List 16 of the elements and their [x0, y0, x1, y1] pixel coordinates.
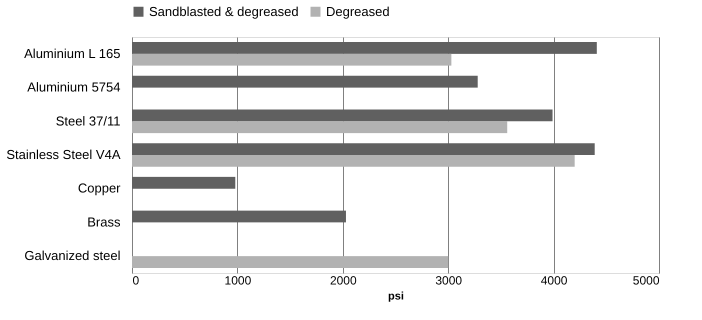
x-axis-title: psi: [388, 290, 404, 302]
y-tick-label: Steel 37/11: [56, 113, 120, 128]
y-tick-label: Brass: [87, 214, 121, 230]
x-tick-label: 4000: [540, 274, 568, 288]
x-tick-label: 2000: [330, 274, 357, 288]
y-tick-label: Stainless Steel V4A: [6, 147, 121, 162]
y-tick-label: Aluminium 5754: [27, 80, 120, 95]
y-tick-label: Copper: [78, 180, 122, 196]
x-tick-label: 0: [132, 274, 140, 288]
x-tick-label: 5000: [632, 274, 660, 288]
legend-label: Sandblasted & degreased: [149, 4, 299, 19]
x-tick-label: 1000: [224, 274, 252, 288]
x-tick-label: 3000: [435, 274, 462, 288]
y-tick-label: Galvanized steel: [24, 248, 121, 264]
legend-label: Degreased: [326, 4, 390, 19]
y-tick-label: Aluminium L 165: [24, 46, 120, 61]
